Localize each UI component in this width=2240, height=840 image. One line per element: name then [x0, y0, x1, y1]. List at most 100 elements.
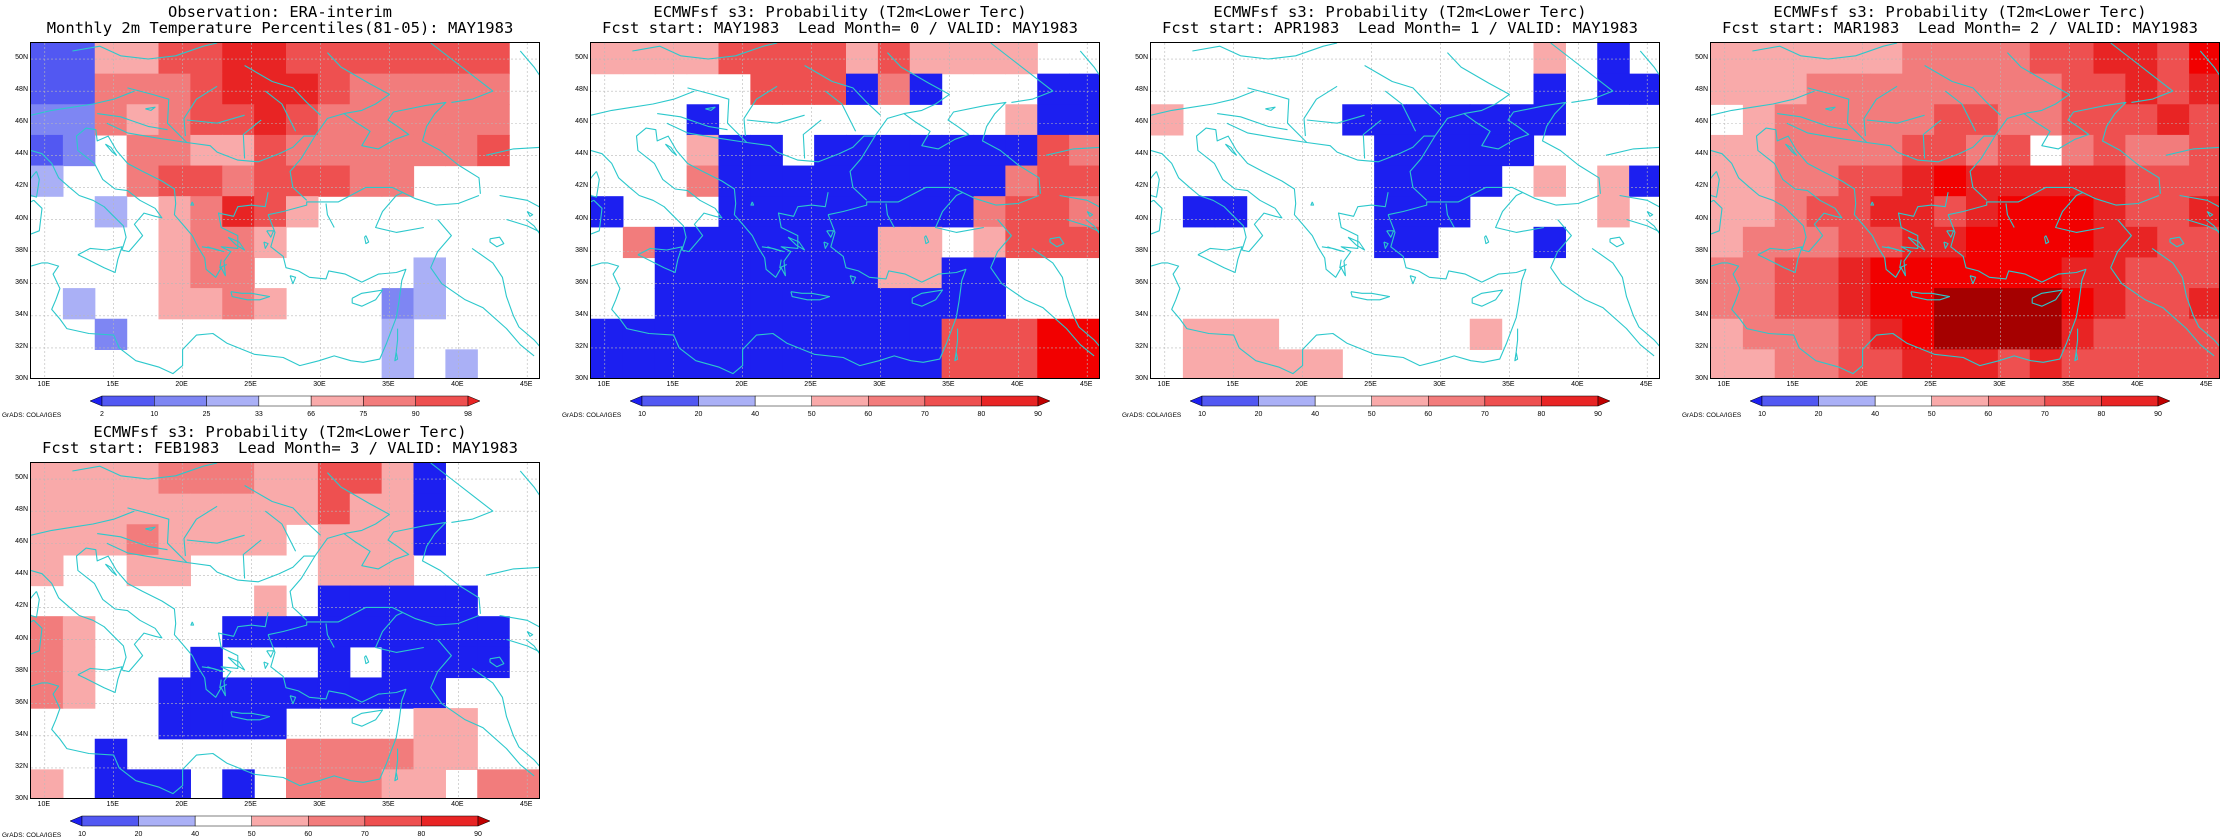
grid-cell — [1806, 196, 1840, 228]
panel-subtitle: Fcst start: MAR1983 Lead Month= 2 / VALI… — [1722, 19, 2198, 37]
grid-cell — [349, 616, 383, 648]
grid-cell — [1774, 226, 1808, 259]
grid-cell — [222, 73, 255, 105]
lon-tick-label: 10E — [1157, 381, 1171, 388]
grid-cell — [190, 134, 223, 167]
grid-cell — [349, 463, 383, 495]
grid-cell — [445, 134, 478, 167]
lat-tick-label: 46N — [1695, 118, 1708, 126]
colorbar-label: 60 — [304, 831, 313, 838]
colorbar-swatch — [1761, 395, 1819, 407]
grid-cell — [158, 554, 191, 587]
grid-cell — [2157, 165, 2190, 197]
grid-cell — [31, 165, 64, 197]
grid-cell — [1934, 226, 1967, 259]
lat-tick-label: 32N — [575, 342, 588, 350]
grid-cell — [1533, 43, 1566, 75]
grid-cell — [1742, 226, 1776, 259]
grid-cell — [477, 104, 510, 136]
map-area — [30, 462, 540, 799]
grid-cell — [814, 226, 847, 259]
grid-cell — [126, 554, 160, 587]
grid-cell — [2125, 104, 2158, 136]
lon-tick-label: 45E — [1639, 381, 1653, 388]
grid-cell — [718, 43, 751, 75]
lat-tick-label: 42N — [15, 182, 28, 190]
grid-cell — [381, 73, 415, 105]
lon-tick-label: 35E — [942, 381, 955, 388]
lon-tick-label: 35E — [1502, 381, 1515, 388]
grid-cell — [1902, 196, 1935, 228]
lat-tick-label: 44N — [15, 150, 28, 158]
grid-cell — [317, 165, 351, 197]
grid-cell — [1406, 134, 1439, 167]
grid-cell — [381, 616, 415, 648]
grid-cell — [286, 493, 319, 525]
grid-cell — [909, 318, 943, 350]
grid-cell — [1711, 226, 1744, 259]
grid-cell — [814, 349, 847, 378]
grid-cell — [158, 769, 191, 798]
grid-cell — [2093, 257, 2126, 289]
grid-cell — [654, 43, 688, 75]
lat-tick-label: 48N — [15, 506, 28, 514]
grid-cell — [846, 43, 879, 75]
grid-cell — [846, 196, 879, 228]
grid-cell — [1902, 349, 1935, 378]
grid-cell — [782, 349, 815, 378]
grid-cell — [654, 288, 688, 320]
grid-cell — [1806, 318, 1840, 350]
grid-cell — [222, 616, 255, 648]
lon-tick-label: 35E — [382, 801, 395, 808]
grid-cell — [1711, 73, 1744, 105]
lon-tick-label: 30E — [313, 381, 326, 388]
grid-cell — [1629, 165, 1659, 197]
lat-tick-label: 34N — [575, 310, 588, 318]
grid-cell — [814, 165, 847, 197]
grid-cell — [1005, 318, 1038, 350]
grid-cell — [381, 769, 415, 798]
grid-cell — [2189, 104, 2219, 136]
grid-cell — [1870, 288, 1903, 320]
colorbar-swatch — [154, 395, 207, 407]
lon-tick-label: 45E — [519, 381, 533, 388]
grid-cell — [317, 677, 351, 709]
grads-credit: GrADS: COLA/IGES — [2, 412, 62, 419]
grid-cell — [2093, 288, 2126, 320]
lat-tick-label: 46N — [15, 118, 28, 126]
coastlines — [31, 43, 539, 375]
colorbar-swatch — [1874, 395, 1932, 407]
lon-tick-label: 10E — [1717, 381, 1731, 388]
colorbar-swatch — [101, 395, 155, 407]
colorbar-swatch — [477, 815, 491, 827]
lat-tick-label: 50N — [575, 54, 588, 62]
grid-cell — [1742, 73, 1776, 105]
grid-cell — [814, 318, 847, 350]
lat-tick-label: 40N — [1695, 214, 1708, 222]
grid-cell — [1966, 288, 1999, 320]
lon-tick-label: 45E — [519, 801, 533, 808]
grid-cell — [750, 196, 783, 228]
grid-cell — [1997, 226, 2031, 259]
colorbar-swatch — [1931, 395, 1989, 407]
grid-cell — [477, 616, 510, 648]
grid-cell — [782, 165, 815, 197]
grid-cell — [1902, 73, 1935, 105]
grid-cell — [349, 769, 383, 798]
grid-cell — [877, 226, 911, 259]
colorbar-swatch — [981, 395, 1039, 407]
colorbar-label: 80 — [2097, 411, 2106, 418]
grid-cell — [413, 738, 446, 770]
grid-cell — [973, 196, 1006, 228]
colorbar-swatch — [1314, 395, 1372, 407]
colorbar-swatch — [363, 395, 416, 407]
lat-tick-label: 48N — [1695, 86, 1708, 94]
grid-cell — [94, 463, 128, 495]
grid-cell — [1806, 349, 1840, 378]
grid-cell — [941, 288, 975, 320]
grid-cell — [2189, 196, 2219, 228]
grid-cell — [254, 288, 287, 320]
colorbar-label: 60 — [864, 411, 873, 418]
grid-cell — [477, 646, 510, 679]
lat-tick-label: 34N — [1135, 310, 1148, 318]
